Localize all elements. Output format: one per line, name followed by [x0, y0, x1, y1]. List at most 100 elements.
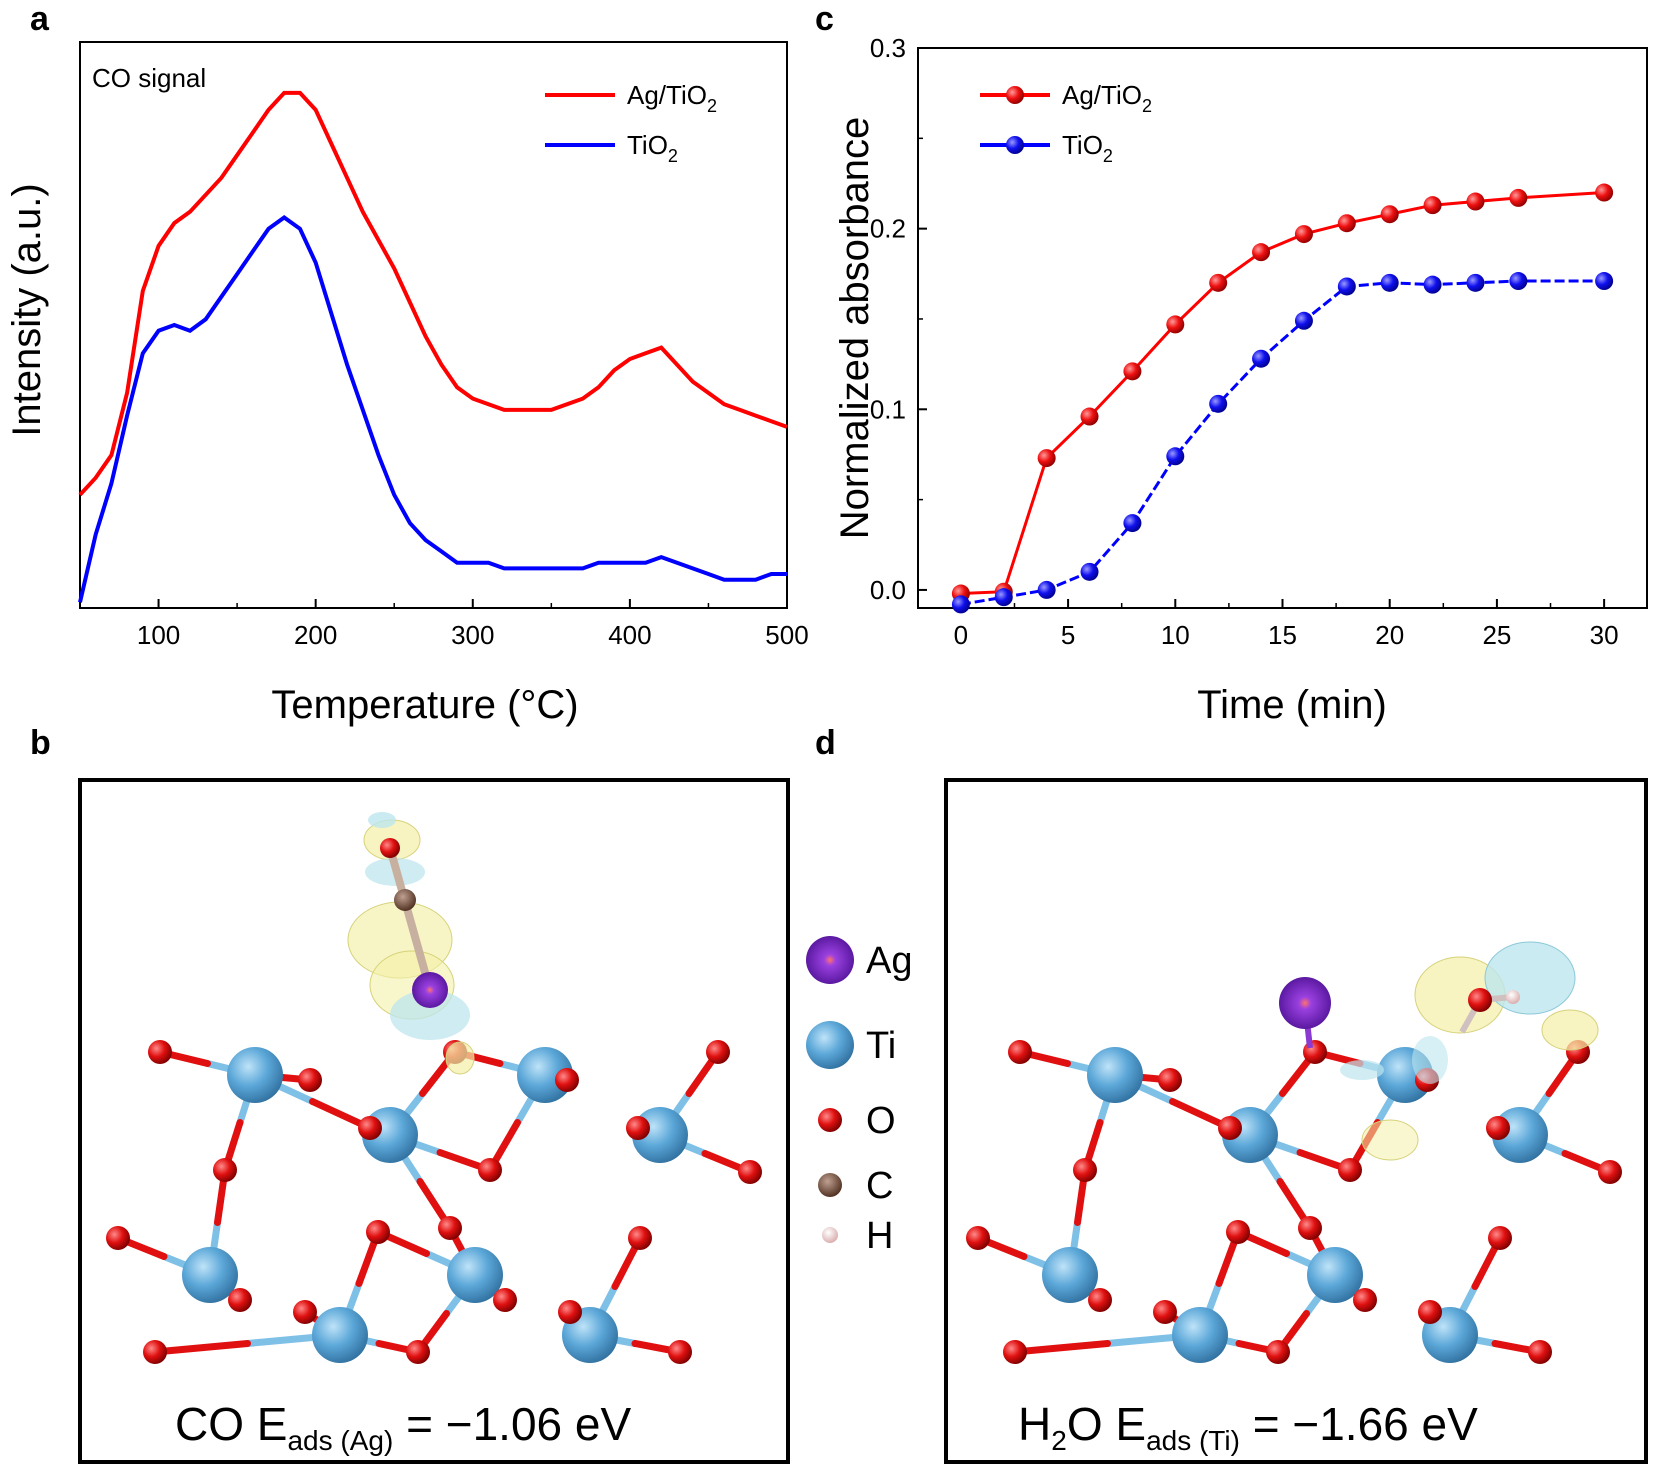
o-atom — [1598, 1160, 1622, 1184]
data-point — [1423, 275, 1442, 294]
o-atom — [406, 1340, 430, 1364]
data-point — [1423, 196, 1442, 215]
y-tick-label: 0.3 — [870, 33, 906, 63]
o-atom — [1266, 1340, 1290, 1364]
data-point — [1380, 273, 1399, 292]
panel-b-energy-prefix: CO E — [175, 1398, 287, 1450]
chart-a: CO signal Temperature (°C) Intensity (a.… — [5, 41, 809, 727]
series-line-0 — [960, 191, 1605, 595]
panel-b-energy-suffix: = −1.06 eV — [393, 1398, 631, 1450]
atom-legend-label-h: H — [866, 1215, 893, 1257]
y-tick-label: 0.0 — [870, 575, 906, 605]
data-point — [1080, 407, 1099, 426]
data-point — [1337, 214, 1356, 233]
chart-c-ylabel: Normalized absorbance — [833, 117, 877, 539]
data-point — [1509, 188, 1528, 207]
o-atom — [1338, 1158, 1362, 1182]
o-atom — [478, 1158, 502, 1182]
o-atom — [1226, 1220, 1250, 1244]
x-tick-label: 300 — [451, 620, 494, 650]
data-point — [1123, 514, 1142, 533]
atom-legend-icon-c — [818, 1173, 842, 1197]
plot-frame — [79, 41, 788, 609]
chart-a-ylabel: Intensity (a.u.) — [5, 183, 49, 436]
data-point — [1123, 362, 1142, 381]
x-tick-label: 400 — [608, 620, 651, 650]
o-atom — [1158, 1068, 1182, 1092]
o-atom — [148, 1040, 172, 1064]
o-atom — [1153, 1300, 1177, 1324]
charge-density-d — [1279, 941, 1599, 1161]
atom-legend-icon-ag — [806, 936, 854, 984]
o-atom — [358, 1116, 382, 1140]
o-atom — [626, 1116, 650, 1140]
o-atom — [493, 1288, 517, 1312]
x-tick-label: 30 — [1590, 620, 1619, 650]
legend-label-sub: 2 — [1103, 146, 1113, 166]
data-point — [1380, 205, 1399, 224]
data-point — [1166, 315, 1185, 334]
o-atom — [1418, 1300, 1442, 1324]
atom-legend-label-c: C — [866, 1165, 893, 1207]
ti-atom — [517, 1047, 573, 1103]
y-tick-label: 0.2 — [870, 214, 906, 244]
data-point — [1466, 273, 1485, 292]
panel-d-energy-pre: H — [1018, 1398, 1051, 1450]
o-atom — [1008, 1040, 1032, 1064]
atom-legend-icon-ti — [806, 1021, 854, 1069]
panel-label-c: c — [815, 0, 834, 38]
ti-atom — [312, 1307, 368, 1363]
chart-c-xlabel: Time (min) — [1197, 683, 1387, 727]
data-point — [994, 588, 1013, 607]
o-atom — [1218, 1116, 1242, 1140]
o-atom — [628, 1226, 652, 1250]
o-atom — [738, 1160, 762, 1184]
ti-o-bond — [151, 1340, 251, 1356]
o-atom — [228, 1288, 252, 1312]
o-atom — [366, 1220, 390, 1244]
ti-atom — [1042, 1247, 1098, 1303]
legend-label-text: TiO — [1062, 130, 1103, 160]
o-atom — [1003, 1340, 1027, 1364]
data-point — [1509, 272, 1528, 291]
legend-label-sub: 2 — [1142, 96, 1152, 116]
x-tick-label: 10 — [1161, 620, 1190, 650]
ti-atom — [227, 1047, 283, 1103]
o-atom — [293, 1300, 317, 1324]
panel-label-b: b — [30, 724, 51, 762]
o-atom — [1088, 1288, 1112, 1312]
o-atom — [1353, 1288, 1377, 1312]
panel-label-a: a — [30, 0, 50, 38]
panel-d-frame — [944, 778, 1648, 1464]
o-atom — [1486, 1116, 1510, 1140]
y-tick-label: 0.1 — [870, 394, 906, 424]
o-atom — [143, 1340, 167, 1364]
panel-b-energy-sub: ads (Ag) — [287, 1425, 393, 1456]
ti-atom — [447, 1247, 503, 1303]
legend-marker — [1006, 136, 1024, 154]
legend-label-text: Ag/TiO — [627, 80, 707, 110]
legend-label: TiO2 — [1062, 130, 1113, 166]
data-point — [1080, 562, 1099, 581]
x-tick-label: 100 — [137, 620, 180, 650]
panel-d-energy: H2O Eads (Ti) = −1.66 eV — [1018, 1398, 1478, 1456]
atom-legend-label-ag: Ag — [866, 940, 912, 982]
panel-d-energy-suffix: = −1.66 eV — [1240, 1398, 1478, 1450]
data-point — [1209, 394, 1228, 413]
legend-label-sub: 2 — [707, 96, 717, 116]
atom-legend-icon-h — [822, 1227, 838, 1243]
legend-label-text: TiO — [627, 130, 668, 160]
x-tick-label: 0 — [954, 620, 968, 650]
legend-label: Ag/TiO2 — [1062, 80, 1152, 116]
data-point — [1466, 192, 1485, 211]
o-atom — [298, 1068, 322, 1092]
o-atom — [555, 1068, 579, 1092]
legend-label: Ag/TiO2 — [627, 80, 717, 116]
o-atom — [106, 1226, 130, 1250]
data-point — [1595, 183, 1614, 202]
data-point — [1294, 311, 1313, 330]
o-atom — [1073, 1158, 1097, 1182]
x-tick-label: 20 — [1375, 620, 1404, 650]
o-atom — [213, 1158, 237, 1182]
